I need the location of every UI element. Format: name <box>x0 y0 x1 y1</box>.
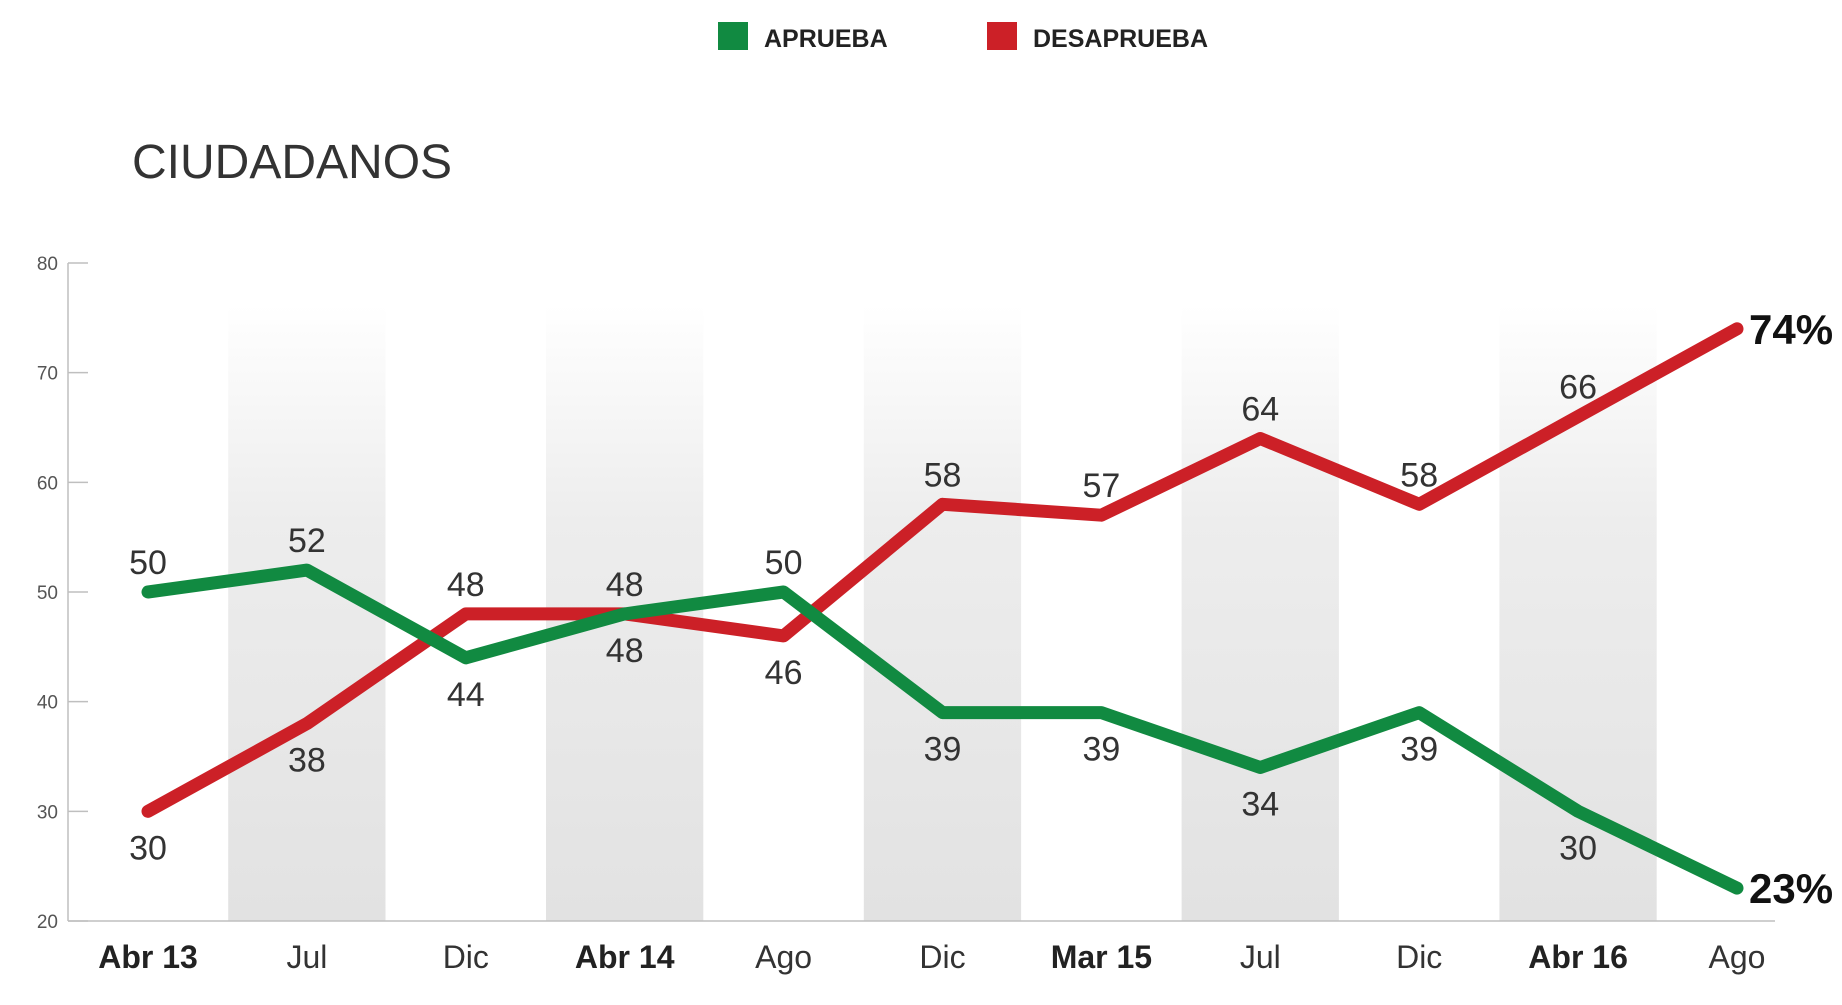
data-label-aprueba-7: 34 <box>1241 785 1279 823</box>
x-tick-label-2: Dic <box>443 939 489 975</box>
x-tick-label-6: Mar 15 <box>1051 939 1152 975</box>
data-label-desaprueba-9: 66 <box>1559 369 1597 407</box>
data-label-aprueba-4: 50 <box>765 544 803 582</box>
data-label-aprueba-3: 48 <box>606 632 644 670</box>
data-label-aprueba-0: 50 <box>129 544 167 582</box>
legend: APRUEBA DESAPRUEBA <box>718 22 1208 53</box>
series-lines <box>141 322 1744 895</box>
y-tick-label-60: 60 <box>37 473 58 494</box>
legend-swatch-desaprueba <box>987 22 1017 50</box>
data-label-aprueba-1: 52 <box>288 522 326 560</box>
y-tick-label-70: 70 <box>37 364 58 385</box>
legend-swatch-aprueba <box>718 22 748 50</box>
series-line-aprueba <box>141 563 1744 895</box>
data-label-aprueba-8: 39 <box>1400 731 1438 769</box>
series-line-desaprueba <box>141 322 1744 818</box>
legend-item-desaprueba: DESAPRUEBA <box>987 22 1208 53</box>
data-label-desaprueba-1: 38 <box>288 742 326 780</box>
y-tick-label-20: 20 <box>37 912 58 933</box>
x-tick-label-7: Jul <box>1240 939 1281 975</box>
data-label-desaprueba-2: 48 <box>447 566 485 604</box>
y-tick-label-40: 40 <box>37 693 58 714</box>
x-tick-label-0: Abr 13 <box>98 939 198 975</box>
x-tick-label-10: Ago <box>1709 939 1766 975</box>
band-1 <box>228 305 386 921</box>
legend-label-desaprueba: DESAPRUEBA <box>1033 25 1208 53</box>
y-tick-label-50: 50 <box>37 583 58 604</box>
x-tick-label-9: Abr 16 <box>1528 939 1628 975</box>
band-5 <box>863 305 1022 921</box>
x-ticks: Abr 13 Jul Dic Abr 14 Ago Dic Mar 15 Jul Dic Abr … <box>98 939 1765 975</box>
y-ticks: 20 30 40 50 60 70 80 <box>37 254 88 933</box>
x-tick-label-1: Jul <box>286 939 327 975</box>
chart-title: CIUDADANOS <box>132 136 452 189</box>
data-label-desaprueba-3: 48 <box>606 566 644 604</box>
data-label-desaprueba-6: 57 <box>1082 467 1120 505</box>
x-tick-label-5: Dic <box>919 939 965 975</box>
data-label-aprueba-6: 39 <box>1082 731 1120 769</box>
data-label-desaprueba-4: 46 <box>765 654 803 692</box>
data-label-aprueba-9: 30 <box>1559 829 1597 867</box>
y-tick-label-80: 80 <box>37 254 58 275</box>
x-tick-label-8: Dic <box>1396 939 1442 975</box>
data-label-aprueba-2: 44 <box>447 676 485 714</box>
data-label-aprueba-10: 23% <box>1749 865 1833 912</box>
data-label-desaprueba-0: 30 <box>129 829 167 867</box>
data-label-aprueba-5: 39 <box>924 731 962 769</box>
data-labels: 50 30 52 38 44 48 48 48 50 46 39 58 39 57 34 64 39 58 30 66… <box>129 306 1833 912</box>
y-tick-label-30: 30 <box>37 802 58 823</box>
band-7 <box>1181 305 1339 921</box>
legend-item-aprueba: APRUEBA <box>718 22 888 53</box>
background-bands <box>228 305 1657 921</box>
data-label-desaprueba-10: 74% <box>1749 306 1833 353</box>
x-tick-label-4: Ago <box>755 939 812 975</box>
legend-label-aprueba: APRUEBA <box>764 25 888 53</box>
data-label-desaprueba-5: 58 <box>924 456 962 494</box>
x-tick-label-3: Abr 14 <box>575 939 675 975</box>
data-label-desaprueba-8: 58 <box>1400 456 1438 494</box>
data-label-desaprueba-7: 64 <box>1241 390 1279 428</box>
